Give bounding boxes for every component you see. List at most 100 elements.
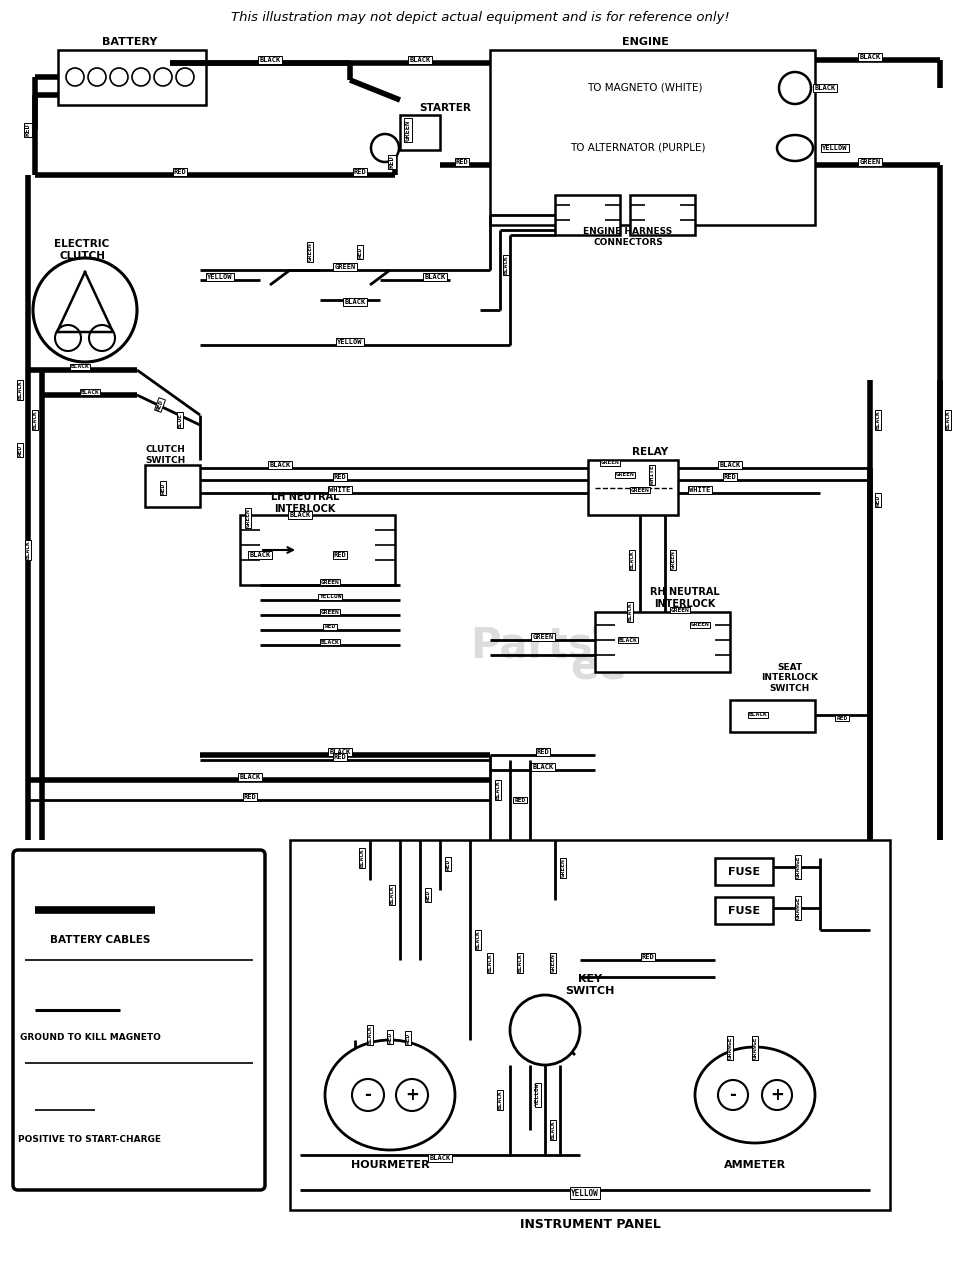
Bar [715,858,773,884]
Circle shape [89,325,115,351]
Text: BLACK: BLACK [33,411,37,429]
Text: -: - [364,1085,371,1103]
Ellipse shape [325,1039,455,1149]
Text: PartsTr: PartsTr [470,623,637,666]
Text: LH NEUTRAL
INTERLOCK: LH NEUTRAL INTERLOCK [270,493,339,513]
Text: INSTRUMENT PANEL: INSTRUMENT PANEL [520,1219,661,1231]
Text: YELLOW: YELLOW [535,1084,541,1106]
Text: ORANGE: ORANGE [796,897,801,919]
Circle shape [396,1079,428,1111]
Text: BLACK: BLACK [876,411,880,429]
Text: GREEN: GREEN [308,243,313,261]
Text: BLACK: BLACK [430,1155,451,1161]
Text: BLACK: BLACK [859,54,880,60]
Text: RED: RED [354,169,366,175]
Text: BLACK: BLACK [749,713,767,718]
Circle shape [762,1080,792,1110]
Text: RED: RED [876,494,880,506]
Circle shape [352,1079,384,1111]
Text: ORANGE: ORANGE [728,1037,733,1060]
Bar [290,840,890,1210]
Text: BLACK: BLACK [249,552,270,558]
Text: GREEN: GREEN [670,550,675,570]
Text: TO ALTERNATOR (PURPLE): TO ALTERNATOR (PURPLE) [571,143,706,154]
Text: WHITE: WHITE [690,486,711,493]
Text: BLACK: BLACK [496,781,501,800]
Circle shape [88,68,106,86]
Bar [58,50,206,105]
Circle shape [510,995,580,1065]
Text: BLACK: BLACK [409,58,431,63]
Text: RED: RED [25,124,31,137]
Text: CLUTCH
SWITCH: CLUTCH SWITCH [145,445,185,465]
Text: BLACK: BLACK [367,1025,372,1044]
Text: RELAY: RELAY [632,447,668,457]
Text: RED: RED [537,749,550,755]
Text: KEY
SWITCH: KEY SWITCH [565,974,615,996]
Text: RED: RED [514,797,526,803]
FancyBboxPatch shape [13,850,265,1190]
Text: RH NEUTRAL
INTERLOCK: RH NEUTRAL INTERLOCK [650,588,720,609]
Text: GREEN: GREEN [320,609,339,614]
Text: BLACK: BLACK [719,462,740,468]
Bar [730,700,815,732]
Text: GROUND TO KILL MAGNETO: GROUND TO KILL MAGNETO [19,1033,160,1042]
Text: GREEN: GREEN [560,859,566,877]
Bar [595,612,730,672]
Text: RED: RED [456,159,468,165]
Text: BLACK: BLACK [81,389,100,394]
Circle shape [66,68,84,86]
Text: RED: RED [389,156,395,169]
Text: RED: RED [358,246,363,257]
Text: RED: RED [244,794,256,800]
Text: +: + [405,1085,419,1103]
Text: TO MAGNETO (WHITE): TO MAGNETO (WHITE) [587,83,703,93]
Text: GREEN: GREEN [859,159,880,165]
Text: RED: RED [334,552,346,558]
Text: BLACK: BLACK [425,274,446,280]
Text: RED: RED [387,1032,392,1043]
Text: ELECTRIC
CLUTCH: ELECTRIC CLUTCH [55,239,109,261]
Circle shape [132,68,150,86]
Text: SEAT
INTERLOCK
SWITCH: SEAT INTERLOCK SWITCH [761,663,818,692]
Circle shape [176,68,194,86]
Text: BLACK: BLACK [476,931,480,950]
Text: POSITIVE TO START-CHARGE: POSITIVE TO START-CHARGE [18,1135,161,1144]
Text: BLACK: BLACK [360,849,364,868]
Ellipse shape [371,134,399,163]
Text: BLACK: BLACK [290,512,311,518]
Text: BLACK: BLACK [518,954,523,973]
Text: BLACK: BLACK [532,764,553,771]
Text: RED: RED [334,474,346,480]
Text: This illustration may not depict actual equipment and is for reference only!: This illustration may not depict actual … [230,12,730,24]
Text: GREEN: GREEN [532,634,553,640]
Text: RED: RED [160,483,166,494]
Text: BLACK: BLACK [26,540,31,559]
Text: YELLOW: YELLOW [207,274,233,280]
Text: YELLOW: YELLOW [822,145,848,151]
Text: BLACK: BLACK [389,886,394,905]
Bar [588,460,678,515]
Text: BLACK: BLACK [814,84,835,91]
Text: WHITE: WHITE [649,466,654,484]
Text: GREEN: GREEN [631,488,649,493]
Text: BATTERY CABLES: BATTERY CABLES [50,934,151,945]
Circle shape [779,72,811,104]
Bar [630,195,695,236]
Text: RED: RED [334,754,346,760]
Text: YELLOW: YELLOW [338,339,363,346]
Text: RED: RED [642,954,654,960]
Text: GREEN: GREEN [405,119,411,141]
Text: BLACK: BLACK [550,1120,555,1139]
Bar [145,465,200,507]
Text: GREEN: GREEN [616,472,634,477]
Text: BLACK: BLACK [17,380,22,399]
Text: YELLOW: YELLOW [572,1189,598,1198]
Text: AMMETER: AMMETER [724,1160,786,1170]
Text: BLACK: BLACK [487,954,493,973]
Bar [555,195,620,236]
Text: RED: RED [17,444,22,456]
Bar [490,50,815,225]
Text: BLACK: BLACK [503,256,508,274]
Text: RED: RED [426,890,431,901]
